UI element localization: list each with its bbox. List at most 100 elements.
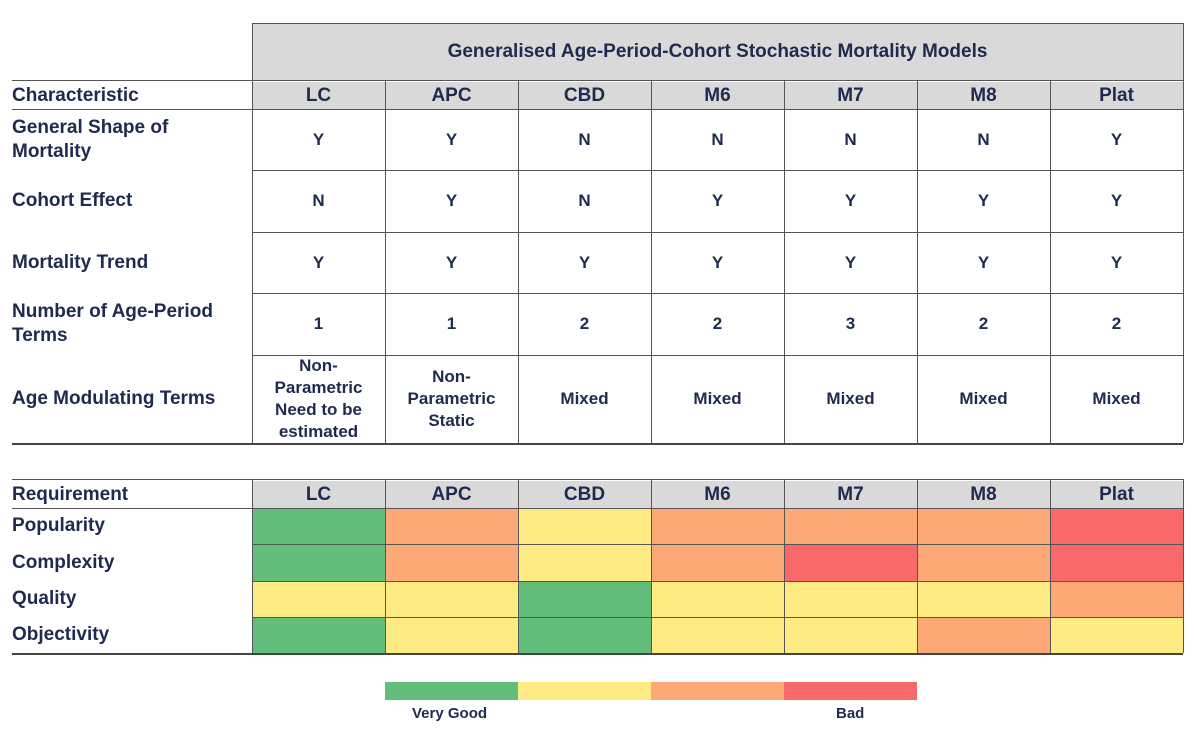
table2-col-header-lc: LC xyxy=(305,483,332,505)
table1-cell: Y xyxy=(844,252,857,272)
table2-line xyxy=(12,653,1183,655)
rating-cell xyxy=(518,581,651,617)
legend-swatch xyxy=(651,682,784,700)
table2-line xyxy=(385,479,386,653)
table1-line xyxy=(12,80,1183,81)
legend-very-good-label: Very Good xyxy=(412,705,488,722)
table1-line xyxy=(1183,23,1184,443)
table2-line xyxy=(518,479,519,653)
table1-row-label: Number of Age-Period Terms xyxy=(12,301,213,346)
table1-cell: Y xyxy=(711,191,724,210)
table1-row-label: Mortality Trend xyxy=(12,251,149,273)
table2-line xyxy=(784,479,785,653)
table1-cell: 2 xyxy=(579,314,590,333)
table1-col-header-apc: APC xyxy=(431,84,472,106)
table1-cell: Y xyxy=(1110,129,1123,149)
table1-line xyxy=(518,80,519,443)
table2-line xyxy=(252,479,253,653)
table1-col-header-m6: M6 xyxy=(704,84,731,106)
table2-col-header-m6: M6 xyxy=(704,483,731,505)
table1-line xyxy=(252,293,1183,294)
rating-cell xyxy=(917,544,1050,581)
table2-corner-label: Requirement xyxy=(12,483,129,505)
table2-line xyxy=(917,479,918,653)
table1-cell: Y xyxy=(1110,191,1123,210)
table2-col-header-plat: Plat xyxy=(1099,483,1134,505)
rating-cell xyxy=(784,544,917,581)
rating-cell xyxy=(385,617,518,653)
table1-cell: N xyxy=(312,191,325,210)
table1-cell: Mixed xyxy=(1092,389,1141,408)
table1-cell: Y xyxy=(711,252,724,272)
table1-row-label: General Shape of Mortality xyxy=(12,116,169,162)
table1-cell: Mixed xyxy=(826,389,875,408)
table1-line xyxy=(252,23,1183,24)
rating-cell xyxy=(518,617,651,653)
table1-line xyxy=(12,109,1183,110)
table1-cell: Non-Parametric Need to be estimated xyxy=(274,356,363,441)
rating-cell xyxy=(385,581,518,617)
table1-cell: Y xyxy=(1110,252,1123,272)
rating-cell xyxy=(917,617,1050,653)
table1-title-band xyxy=(252,23,1183,80)
rating-cell xyxy=(651,508,784,544)
rating-cell xyxy=(651,617,784,653)
table1-line xyxy=(252,355,1183,356)
table1-cell: Y xyxy=(844,191,857,210)
table1-col-header-plat: Plat xyxy=(1099,84,1134,106)
table1-cell: N xyxy=(977,129,990,149)
table1-cell: Y xyxy=(312,252,325,272)
rating-cell xyxy=(518,508,651,544)
table1-cell: Y xyxy=(578,252,591,272)
table1-cell: 2 xyxy=(712,314,723,333)
table1-header-band xyxy=(252,82,1183,109)
table1-cell: Y xyxy=(445,252,458,272)
table2-row-label: Popularity xyxy=(12,515,105,536)
table1-cell: 2 xyxy=(978,314,989,333)
table2-row-label: Quality xyxy=(12,588,77,609)
table1-line xyxy=(784,80,785,443)
table2-col-header-m8: M8 xyxy=(970,483,997,505)
table1-cell: Non-Parametric Static xyxy=(407,367,496,430)
table1-cell: Mixed xyxy=(959,389,1008,408)
table2-row-label: Complexity xyxy=(12,551,115,573)
table2-line xyxy=(1183,479,1184,653)
table1-line xyxy=(651,80,652,443)
rating-cell xyxy=(917,508,1050,544)
rating-cell xyxy=(784,617,917,653)
table1-cell: Y xyxy=(977,191,990,210)
table2-line xyxy=(1050,479,1051,653)
rating-cell xyxy=(1050,544,1183,581)
table1-col-header-lc: LC xyxy=(305,84,332,106)
table1-cell: Mixed xyxy=(693,389,742,408)
table1-cell: N xyxy=(711,129,724,149)
rating-cell xyxy=(1050,617,1183,653)
table2-col-header-cbd: CBD xyxy=(563,483,606,505)
table1-cell: Y xyxy=(445,191,458,210)
table1-cell: N xyxy=(578,129,591,149)
rating-cell xyxy=(651,544,784,581)
table2-line xyxy=(252,617,1183,618)
table2-header-band xyxy=(252,481,1183,508)
table2-col-header-apc: APC xyxy=(431,483,472,505)
table1-line xyxy=(252,23,253,443)
rating-cell xyxy=(252,544,385,581)
table1-cell: Mixed xyxy=(560,389,609,408)
table2-line xyxy=(651,479,652,653)
table1-cell: 1 xyxy=(446,314,457,333)
table1-col-header-m8: M8 xyxy=(970,84,997,106)
table2-line xyxy=(252,544,1183,545)
table1-cell: Y xyxy=(977,252,990,272)
table2-line xyxy=(12,479,1183,480)
table1-line xyxy=(1050,80,1051,443)
rating-cell xyxy=(518,544,651,581)
table1-line xyxy=(252,232,1183,233)
table1-line xyxy=(385,80,386,443)
table2-row-label: Objectivity xyxy=(12,624,110,645)
legend-swatch xyxy=(518,682,651,700)
rating-cell xyxy=(252,581,385,617)
table1-row-label: Age Modulating Terms xyxy=(12,388,216,409)
rating-cell xyxy=(651,581,784,617)
table1-cell: 2 xyxy=(1111,314,1122,333)
rating-cell xyxy=(1050,581,1183,617)
